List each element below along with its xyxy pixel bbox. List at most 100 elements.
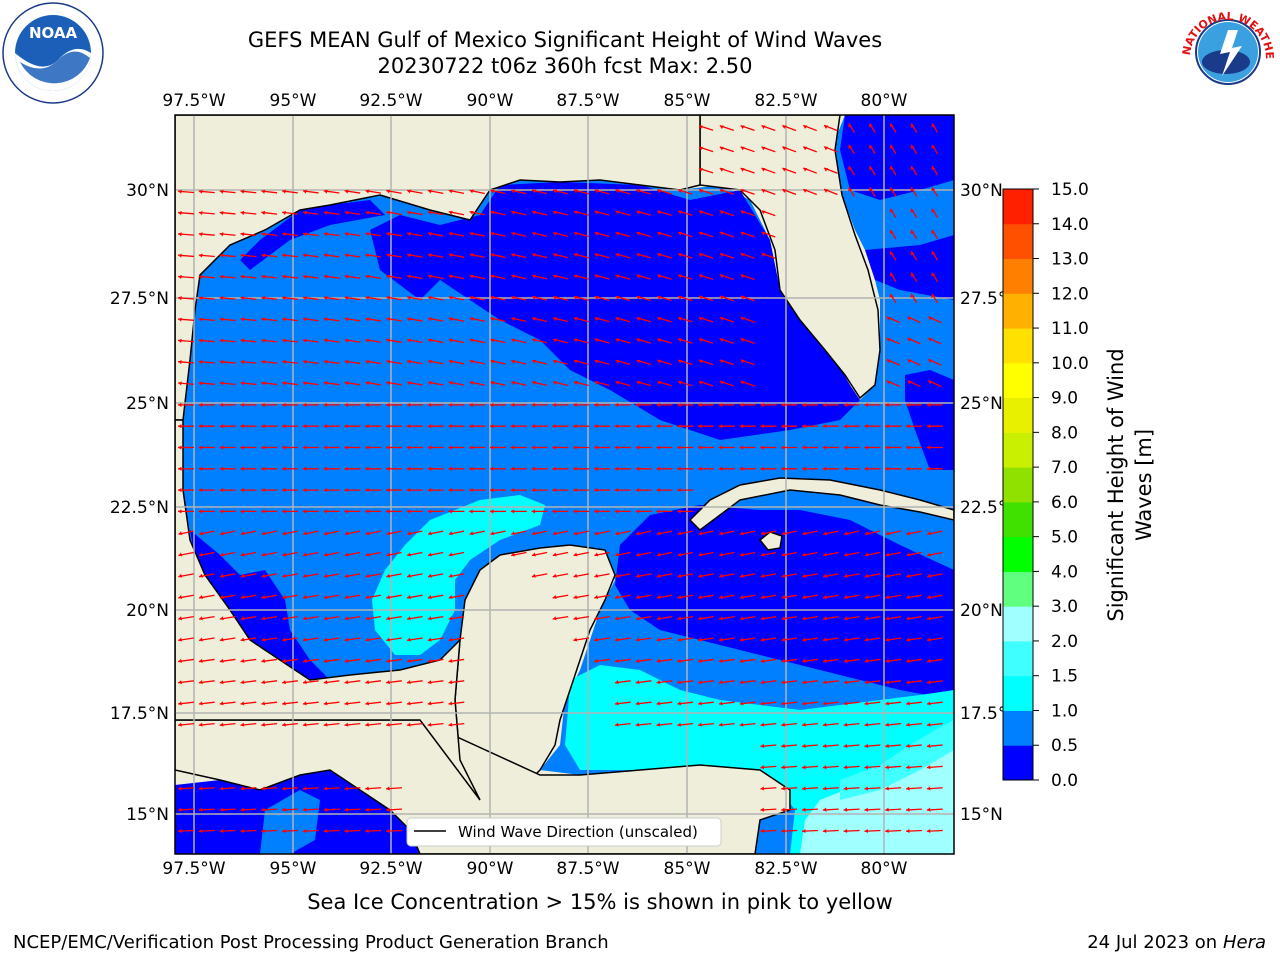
wind-arrow-head [573, 317, 578, 322]
wind-arrow-head [802, 658, 807, 663]
wind-arrow-head [344, 828, 349, 834]
wind-arrow-head [198, 509, 203, 514]
wind-arrow-head [178, 573, 183, 578]
wind-arrow-head [427, 658, 432, 663]
wind-arrow-head [531, 424, 536, 429]
wind-arrow-head [344, 381, 349, 386]
wind-arrow-head [240, 253, 245, 258]
wind-arrow-head [740, 232, 745, 236]
wind-arrow-head [365, 531, 370, 536]
wind-arrow-head [782, 125, 787, 130]
wind-arrow-head [511, 531, 516, 536]
wind-arrow-head [365, 381, 370, 386]
wind-arrow-head [469, 210, 474, 215]
wind-arrow-head [531, 466, 536, 471]
colorbar-segment [1003, 397, 1033, 433]
wind-arrow-head [614, 424, 619, 429]
wind-arrow-head [615, 338, 620, 343]
wind-arrow-head [885, 531, 890, 536]
wind-arrow-head [553, 274, 557, 279]
wind-arrow-head [864, 743, 869, 748]
wind-arrow-head [719, 381, 724, 385]
wind-arrow-head [178, 424, 182, 429]
wind-arrow-head [219, 595, 224, 599]
wind-arrow-head [740, 146, 745, 151]
wind-arrow-head [552, 445, 556, 450]
wind-arrow-head [719, 338, 724, 343]
wind-arrow-head [490, 210, 495, 215]
wind-arrow-head [282, 424, 286, 429]
wind-arrow-head [926, 786, 931, 791]
wind-arrow-head [261, 424, 265, 429]
wind-arrow-head [844, 552, 848, 557]
wind-arrow-head [615, 317, 620, 321]
wind-arrow-head [178, 210, 182, 216]
wind-arrow-head [719, 637, 723, 642]
wind-arrow-head [822, 402, 827, 407]
wind-arrow-head [365, 424, 369, 429]
wind-arrow-head [532, 317, 537, 322]
wind-arrow-head [365, 488, 369, 493]
wind-arrow-head [636, 338, 641, 343]
wind-arrow-head [178, 595, 183, 599]
wind-arrow-head [219, 424, 224, 429]
wind-arrow-head [365, 595, 370, 599]
wind-arrow-head [303, 637, 307, 642]
wind-arrow-head [885, 765, 889, 770]
wind-arrow-head [386, 616, 391, 621]
colorbar-segment [1003, 258, 1033, 294]
wind-arrow-head [594, 210, 599, 215]
wind-arrow-head [198, 274, 203, 279]
wind-arrow-head [490, 274, 495, 279]
wind-arrow-head [427, 317, 432, 322]
wind-arrow-head [781, 616, 786, 621]
wind-arrow-head [718, 701, 723, 706]
wind-arrow-head [448, 445, 452, 450]
wind-arrow-head [261, 232, 266, 237]
wind-arrow-head [760, 786, 765, 791]
wind-arrow-head [906, 424, 910, 429]
wind-arrow-head [198, 232, 203, 237]
wind-arrow-head [407, 338, 412, 343]
wind-arrow-head [282, 488, 286, 493]
wind-arrow-head [261, 595, 266, 599]
wind-arrow-head [843, 445, 848, 450]
wind-arrow-head [261, 317, 266, 322]
wind-arrow-head [302, 828, 307, 834]
wind-arrow-head [573, 274, 578, 279]
wind-arrow-head [469, 359, 474, 364]
wind-arrow-head [448, 232, 453, 237]
wind-arrow-head [178, 701, 182, 706]
wind-arrow-head [199, 616, 203, 621]
wind-arrow-head [261, 210, 266, 215]
wind-arrow-head [178, 402, 182, 407]
wind-arrow-head [344, 595, 349, 599]
wind-arrow-head [594, 189, 599, 194]
wind-arrow-head [282, 658, 287, 663]
wind-arrow-head [323, 210, 328, 215]
wind-arrow-head [282, 360, 286, 365]
wind-arrow-head [594, 402, 598, 407]
colorbar-tick-label: 3.0 [1051, 597, 1078, 617]
wind-arrow-head [760, 573, 765, 578]
wind-arrow-head [552, 402, 556, 407]
wind-arrow-head [469, 189, 474, 194]
wind-arrow-head [344, 531, 349, 536]
wind-arrow-head [427, 359, 432, 364]
wind-arrow-head [323, 445, 328, 450]
wind-arrow-head [573, 338, 578, 343]
wind-arrow-head [910, 229, 915, 234]
wind-arrow-head [927, 531, 932, 536]
wind-arrow-head [823, 552, 828, 557]
wind-arrow-head [178, 381, 182, 386]
wind-arrow-head [323, 424, 328, 429]
low-wave-southwest [190, 530, 330, 685]
wind-arrow-head [365, 232, 370, 237]
wind-arrow-head [843, 402, 848, 407]
wind-arrow-head [219, 274, 224, 279]
wind-arrow-head [490, 531, 495, 536]
wind-arrow-head [885, 722, 890, 727]
low-wave-caribbean [615, 505, 954, 700]
wind-arrow-head [323, 338, 328, 343]
wind-arrow-head [323, 232, 328, 237]
